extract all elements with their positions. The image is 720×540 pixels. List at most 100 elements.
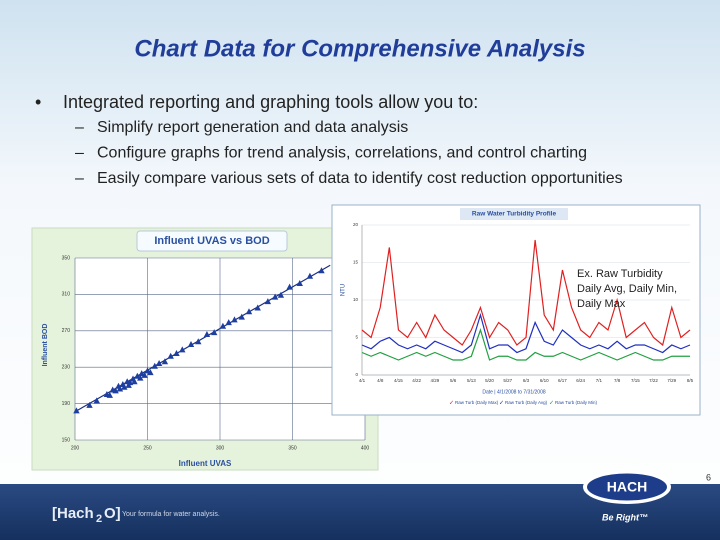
point <box>238 313 245 320</box>
point <box>271 293 279 300</box>
x-tick-label: 7/1 <box>596 378 603 383</box>
bullet-dot: • <box>35 92 41 112</box>
sub-bullet: Simplify report generation and data anal… <box>97 119 408 136</box>
brand-end: O] <box>104 505 121 522</box>
point <box>147 369 154 376</box>
point <box>116 385 124 392</box>
point <box>211 329 218 336</box>
point <box>219 322 227 329</box>
brand-sub: 2 <box>96 513 102 525</box>
point <box>106 391 113 398</box>
x-tick-label: 350 <box>288 445 297 451</box>
point <box>137 374 144 381</box>
chart-title: Raw Water Turbidity Profile <box>472 211 557 218</box>
x-tick-label: 4/15 <box>394 378 403 383</box>
x-tick-label: 5/13 <box>467 378 476 383</box>
y-axis-label: Influent BOD <box>42 324 49 367</box>
point <box>112 387 119 394</box>
x-tick-label: 6/24 <box>576 378 585 383</box>
scatter-chart: Influent UVAS vs BOD15019023027031035020… <box>42 235 370 468</box>
brand: [Hach <box>52 505 94 522</box>
point <box>131 378 138 385</box>
x-tick-label: 5/20 <box>485 378 494 383</box>
annotation: Ex. Raw Turbidity Daily Avg, Daily Min, Da… <box>577 268 677 310</box>
point <box>167 352 174 359</box>
logo-text: HACH <box>607 479 647 495</box>
y-tick-label: 20 <box>353 222 359 227</box>
point <box>86 401 93 408</box>
legend-check: ✓ <box>549 401 554 407</box>
tagline: Your formula for water analysis. <box>122 511 220 518</box>
line-chart: Raw Water Turbidity Profile 0 5 10 15 20 4/1 4/… <box>341 211 694 407</box>
x-tick-label: 6/17 <box>558 378 567 383</box>
point <box>141 371 148 378</box>
annotation-line: Daily Avg, Daily Min, <box>577 283 677 295</box>
point <box>179 346 186 353</box>
slogan: Be Right™ <box>602 512 648 522</box>
line-panel <box>331 204 701 416</box>
sub-bullet: Easily compare various sets of data to i… <box>97 170 623 187</box>
page-number: 6 <box>706 472 711 482</box>
y-tick-label: 0 <box>355 372 358 377</box>
x-tick-label: 8/5 <box>687 378 694 383</box>
point <box>195 338 202 345</box>
line-title-box <box>460 208 568 220</box>
x-tick-label: 250 <box>143 445 152 451</box>
series-line <box>361 239 691 347</box>
point <box>155 360 163 367</box>
x-tick-label: 4/1 <box>359 378 366 383</box>
x-tick-label: 7/8 <box>614 378 621 383</box>
y-tick-label: 310 <box>62 292 71 298</box>
bullet: Integrated reporting and graphing tools … <box>63 92 478 112</box>
point <box>277 291 285 298</box>
x-tick-label: 200 <box>71 445 80 451</box>
x-tick-label: 7/22 <box>649 378 658 383</box>
logo-inner <box>587 473 667 501</box>
point <box>73 407 80 414</box>
y-tick-label: 10 <box>353 297 359 302</box>
x-tick-label: 400 <box>361 445 370 451</box>
x-tick-label: 6/3 <box>523 378 530 383</box>
chart-title: Influent UVAS vs BOD <box>154 235 269 247</box>
y-tick-label: 230 <box>62 365 71 371</box>
point <box>173 350 180 357</box>
point <box>225 319 232 326</box>
y-tick-label: 150 <box>62 437 71 443</box>
annotation-line: Daily Max <box>577 298 626 310</box>
point <box>151 362 158 369</box>
point <box>318 267 325 274</box>
legend-label: Raw Turb (Daily Avg) <box>505 400 548 405</box>
sub-dash: – <box>75 119 84 136</box>
point <box>245 308 253 315</box>
sub-bullet: Configure graphs for trend analysis, cor… <box>97 145 587 162</box>
series-line <box>361 312 691 354</box>
point <box>254 304 261 311</box>
y-axis-label: NTU <box>341 284 347 296</box>
point <box>286 283 293 290</box>
y-tick-label: 5 <box>355 335 358 340</box>
x-axis-label: Influent UVAS <box>179 459 232 468</box>
slide-title: Chart Data for Comprehensive Analysis <box>134 35 585 62</box>
annotation-line: Ex. Raw Turbidity <box>577 268 663 280</box>
scatter-title-box <box>136 230 288 252</box>
point <box>231 316 238 323</box>
legend-label: Raw Turb (Daily Min) <box>555 400 598 405</box>
y-tick-label: 270 <box>62 328 71 334</box>
point <box>296 279 303 286</box>
x-tick-label: 7/15 <box>631 378 640 383</box>
x-tick-label: 300 <box>216 445 225 451</box>
point <box>306 272 314 279</box>
x-tick-label: 4/8 <box>377 378 384 383</box>
sub-dash: – <box>75 170 84 187</box>
sub-dash: – <box>75 145 84 162</box>
series-line <box>361 328 690 361</box>
y-tick-label: 350 <box>62 255 71 261</box>
date-range: Date | 4/1/2008 to 7/31/2008 <box>482 389 546 395</box>
x-tick-label: 6/10 <box>540 378 549 383</box>
point <box>93 397 100 404</box>
point <box>121 383 128 390</box>
point <box>203 330 211 337</box>
x-tick-label: 5/27 <box>503 378 512 383</box>
